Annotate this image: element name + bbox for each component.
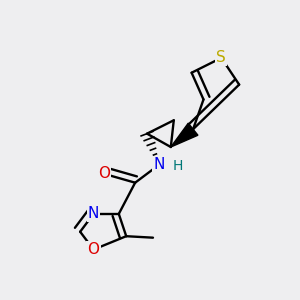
Text: O: O: [98, 166, 110, 181]
Text: N: N: [88, 206, 99, 221]
Polygon shape: [171, 123, 198, 147]
Text: N: N: [153, 158, 165, 172]
Text: O: O: [88, 242, 100, 257]
Text: S: S: [217, 50, 226, 65]
Text: H: H: [173, 159, 183, 173]
